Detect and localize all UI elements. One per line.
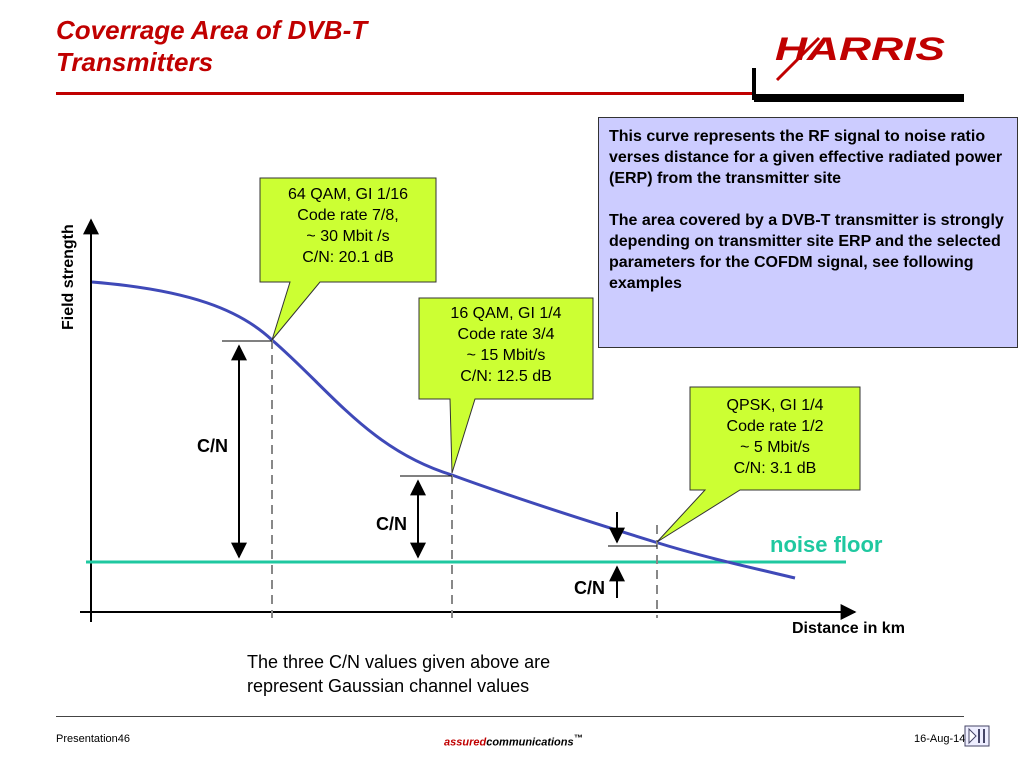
callout-16qam-line1: 16 QAM, GI 1/4 — [450, 305, 562, 322]
cn-label-2: C/N — [376, 514, 407, 534]
callout-qpsk: QPSK, GI 1/4 Code rate 1/2 ~ 5 Mbit/s C/… — [690, 395, 860, 479]
callout-shape-3 — [656, 386, 861, 543]
slide-title-line2: Transmitters — [56, 47, 214, 77]
callout-qpsk-line2: Code rate 1/2 — [726, 418, 824, 435]
info-box: This curve represents the RF signal to n… — [598, 117, 1018, 348]
footer-presentation-name: Presentation46 — [56, 733, 130, 745]
callout-16qam: 16 QAM, GI 1/4 Code rate 3/4 ~ 15 Mbit/s… — [419, 303, 593, 387]
callout-qpsk-line3: ~ 5 Mbit/s — [740, 439, 810, 456]
noise-floor-label: noise floor — [770, 532, 883, 557]
cn-label-1: C/N — [197, 436, 228, 456]
footer-brand-tm: ™ — [573, 733, 583, 743]
title-divider-red — [56, 92, 754, 95]
footer-brand: assuredcommunications™ — [444, 733, 583, 749]
callout-64qam-line2: Code rate 7/8, — [297, 207, 399, 224]
note-line1: The three C/N values given above are — [247, 652, 551, 672]
callout-shape-2 — [418, 297, 594, 474]
callout-16qam-line4: C/N: 12.5 dB — [460, 368, 552, 385]
harris-logo-text: HARRIS — [775, 31, 946, 67]
callout-qpsk-line1: QPSK, GI 1/4 — [726, 397, 824, 414]
presentation-nav-icon[interactable] — [964, 725, 990, 747]
footer-date: 16-Aug-14 — [914, 733, 966, 745]
slide-title-line1: Coverrage Area of DVB-T — [56, 15, 368, 45]
signal-curve — [91, 280, 796, 580]
harris-logo: HARRIS — [775, 31, 946, 82]
y-axis-label: Field strength — [60, 224, 77, 330]
logo-divider — [752, 68, 756, 100]
note-text: The three C/N values given above are rep… — [247, 650, 667, 698]
harris-logo-swoosh — [775, 36, 821, 82]
callout-shape-1 — [259, 177, 437, 341]
footer-brand-assured: assured — [444, 736, 487, 749]
footer-divider — [56, 716, 964, 717]
callout-64qam: 64 QAM, GI 1/16 Code rate 7/8, ~ 30 Mbit… — [260, 184, 436, 268]
callout-64qam-line4: C/N: 20.1 dB — [302, 249, 394, 266]
info-paragraph-2: The area covered by a DVB-T transmitter … — [609, 212, 1004, 292]
x-axis-label: Distance in km — [792, 620, 905, 637]
cn-label-3: C/N — [574, 578, 605, 598]
callout-64qam-line1: 64 QAM, GI 1/16 — [287, 186, 409, 203]
info-paragraph-1: This curve represents the RF signal to n… — [609, 128, 1003, 187]
callout-16qam-line2: Code rate 3/4 — [457, 326, 555, 343]
note-line2: represent Gaussian channel values — [247, 676, 530, 696]
callout-qpsk-line4: C/N: 3.1 dB — [733, 460, 817, 477]
title-divider-black — [754, 94, 964, 102]
callout-64qam-line3: ~ 30 Mbit /s — [306, 228, 390, 245]
footer-brand-rest: communications — [486, 736, 574, 749]
callout-16qam-line3: ~ 15 Mbit/s — [466, 347, 546, 364]
slide-title: Coverrage Area of DVB-T Transmitters — [56, 14, 616, 78]
